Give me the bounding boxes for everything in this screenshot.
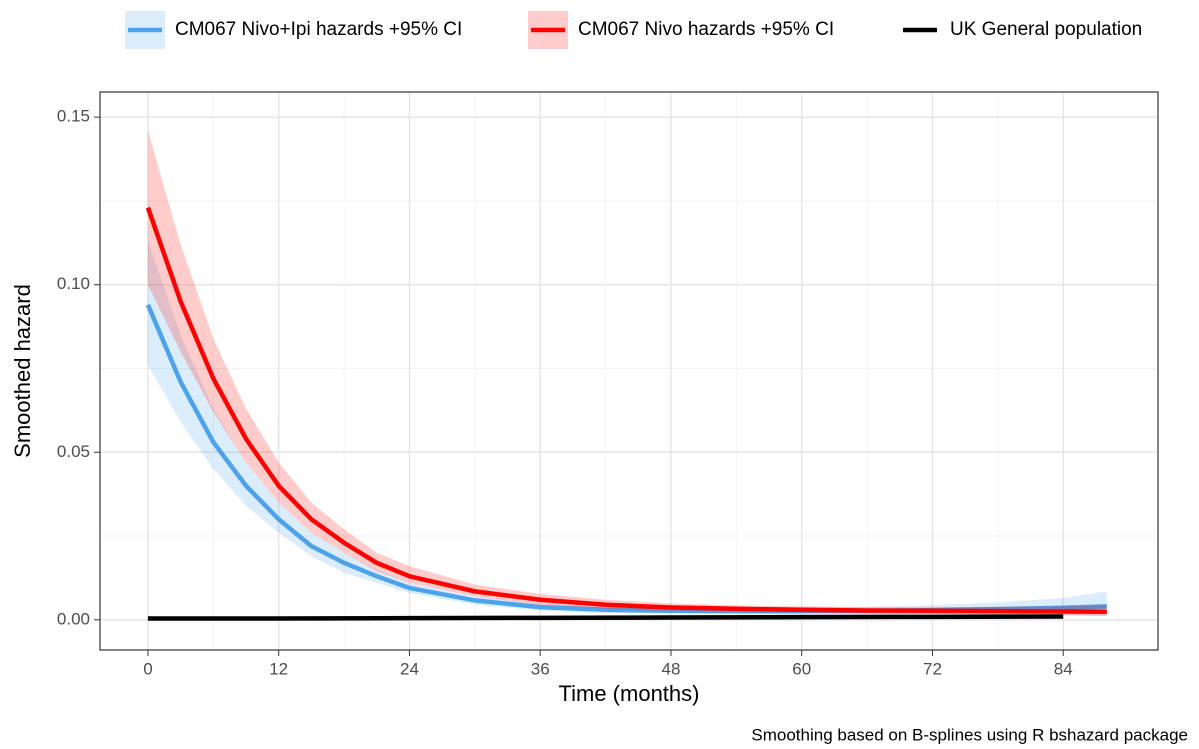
x-tick-label: 36 <box>531 659 550 678</box>
line <box>147 614 1064 621</box>
plot-border <box>99 91 1159 651</box>
legend-label: CM067 Nivo+Ipi hazards +95% CI <box>175 19 462 40</box>
line <box>145 206 1107 615</box>
x-axis-title: Time (months) <box>559 681 700 706</box>
legend-label: UK General population <box>950 19 1142 40</box>
plot-background <box>100 92 1158 650</box>
y-axis-title: Smoothed hazard <box>10 284 35 458</box>
x-tick-label: 48 <box>661 659 680 678</box>
x-tick-label: 0 <box>143 659 152 678</box>
y-tick-label: 0.00 <box>57 609 90 628</box>
x-tick-label: 60 <box>792 659 811 678</box>
legend-label: CM067 Nivo hazards +95% CI <box>578 19 834 40</box>
x-tick-label: 84 <box>1054 659 1073 678</box>
caption: Smoothing based on B-splines using R bsh… <box>751 725 1188 744</box>
x-tick-label: 24 <box>400 659 419 678</box>
y-tick-label: 0.15 <box>57 107 90 126</box>
y-tick-label: 0.05 <box>57 442 90 461</box>
y-tick-label: 0.10 <box>57 274 90 293</box>
x-tick-label: 12 <box>269 659 288 678</box>
x-tick-label: 72 <box>923 659 942 678</box>
